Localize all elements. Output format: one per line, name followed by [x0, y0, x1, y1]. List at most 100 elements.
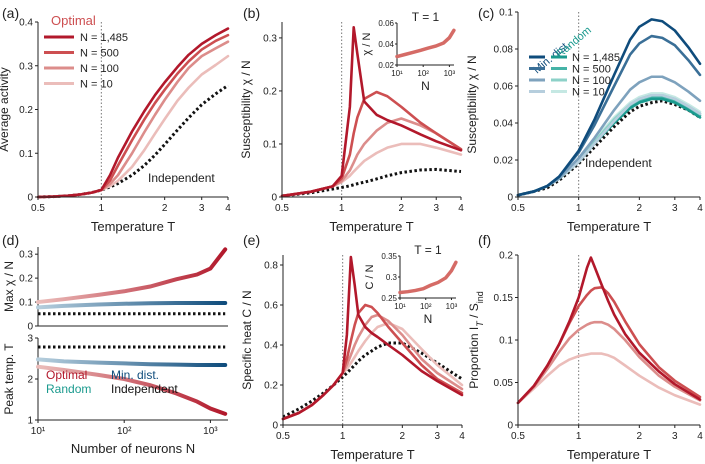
x-tick-label: 1 — [339, 203, 345, 214]
y-tick-label: 2 — [27, 375, 33, 386]
inset-y-tick-label: 0.04 — [378, 40, 394, 49]
panel-label: (c) — [478, 5, 494, 21]
inset-x-tick-label: 10³ — [446, 302, 458, 311]
y-tick-label: 0.1 — [263, 139, 277, 150]
independent-annotation: Independent — [585, 156, 652, 170]
x-tick-label: 10¹ — [31, 426, 46, 437]
y-axis-label: Susceptibility χ / N — [239, 60, 253, 158]
x-axis-label: Temperature T — [567, 447, 651, 462]
y-tick-label: 0.05 — [494, 378, 514, 389]
inset-x-tick-label: 10³ — [444, 69, 456, 78]
y-tick-label: 0.1 — [499, 8, 513, 19]
x-tick-label: 0.5 — [31, 203, 45, 214]
y-tick-label: 0.8 — [264, 261, 278, 272]
inset-y-tick-label: 0.3 — [386, 273, 398, 282]
y-tick-label: 3 — [27, 334, 33, 345]
x-tick-label: 10³ — [203, 426, 218, 437]
series-line — [516, 92, 702, 197]
x-tick-label: 3 — [434, 431, 440, 442]
x-axis-label: Temperature T — [329, 219, 413, 234]
x-tick-label: 2 — [162, 203, 168, 214]
y-tick-label: 0.1 — [499, 336, 513, 347]
series-line — [281, 255, 464, 421]
series-line — [516, 320, 702, 405]
y-axis-label: Peak temp. T — [2, 343, 16, 415]
legend-label: N = 500 — [80, 48, 119, 60]
inset-y-tick-label: 0.25 — [381, 294, 397, 303]
x-tick-label: 0.5 — [511, 203, 525, 214]
legend-label: N = 500 — [572, 64, 611, 76]
x-tick-label: 2 — [637, 431, 643, 442]
y-tick-label: 0.02 — [494, 156, 514, 167]
y-tick-label: 0.15 — [494, 293, 514, 304]
series-line — [37, 84, 229, 199]
panel-c: 0 0.02 0.04 0.06 0.08 0.1 0.5 1 2 3 4 (c) Temperatur… — [465, 5, 703, 234]
y-tick-label: 0.1 — [19, 149, 33, 160]
x-axis-label: Temperature T — [567, 219, 651, 234]
inset-x-tick-label: 10² — [417, 69, 429, 78]
inset-x-tick-label: 10¹ — [394, 302, 406, 311]
y-tick-label: 0 — [271, 193, 277, 204]
series-line — [516, 93, 702, 197]
y-tick-label: 0.04 — [494, 119, 514, 130]
series-line — [36, 357, 228, 368]
y-tick-label: 0.1 — [19, 298, 33, 309]
legend-title: Optimal — [51, 13, 96, 28]
legend-label: N = 10 — [80, 79, 113, 91]
inset-y-tick-label: 0.02 — [378, 61, 394, 70]
inset-y-label: C / N — [364, 264, 376, 289]
panel-label: (d) — [2, 232, 19, 248]
y-tick-label: 0.2 — [263, 86, 277, 97]
x-tick-label: 1 — [99, 203, 105, 214]
panel-label: (a) — [2, 5, 19, 21]
inset-y-tick-label: 0.06 — [378, 19, 394, 28]
y-tick-label: 0.3 — [19, 61, 33, 72]
y-tick-label: 0.06 — [494, 82, 514, 93]
subplot-d-2: 1 2 3 Peak temp. T — [2, 334, 228, 427]
inset-y-tick-label: 0.35 — [381, 252, 397, 261]
inset-x-label: N — [424, 312, 433, 326]
x-tick-label: 4 — [697, 203, 703, 214]
series-line — [36, 364, 228, 416]
series-line — [282, 341, 463, 419]
y-tick-label: 0 — [507, 193, 513, 204]
series-line — [516, 18, 702, 197]
x-tick-label: 2 — [637, 203, 643, 214]
x-tick-label: 0.5 — [276, 431, 290, 442]
panel-b: 0 0.1 0.2 0.3 0.5 1 2 3 4 (b) Temperature T Suscept… — [239, 5, 464, 234]
series-line — [516, 352, 702, 406]
x-tick-label: 3 — [672, 203, 678, 214]
x-tick-label: 4 — [458, 203, 464, 214]
y-tick-label: 0.3 — [263, 33, 277, 44]
series-line — [280, 26, 463, 198]
legend-mindist: Min. dist. — [111, 368, 159, 382]
y-tick-label: 1 — [27, 416, 33, 427]
y-axis-label: Max χ / N — [2, 261, 16, 312]
y-axis-label: Proportion IT / Sind — [467, 291, 485, 389]
x-axis-label: Temperature T — [91, 219, 175, 234]
x-axis-label: Number of neurons N — [71, 441, 195, 456]
panel-label: (b) — [243, 5, 260, 21]
y-axis-label: Specific heat C / N — [240, 290, 254, 389]
legend-label: N = 10 — [572, 87, 605, 99]
panel-f: 0 0.05 0.1 0.15 0.2 0.5 1 2 3 4 (f) Temperature T Pr… — [467, 232, 703, 462]
y-axis-label: Average activity — [0, 67, 11, 152]
inset-line — [398, 260, 458, 295]
series-line — [516, 95, 702, 197]
x-axis-label: Temperature T — [330, 447, 414, 462]
y-tick-label: 0.3 — [19, 250, 33, 261]
inset-x-tick-label: 10² — [420, 302, 432, 311]
x-tick-label: 1 — [576, 431, 582, 442]
y-tick-label: 0 — [27, 193, 33, 204]
legend-label: N = 100 — [80, 63, 119, 75]
y-tick-label: 0 — [507, 421, 513, 432]
x-tick-label: 2 — [399, 203, 405, 214]
x-tick-label: 10² — [117, 426, 132, 437]
y-tick-label: 0.08 — [494, 45, 514, 56]
y-tick-label: 0.2 — [499, 251, 513, 262]
legend-label: N = 1,485 — [572, 52, 620, 64]
series-line — [36, 27, 230, 199]
y-tick-label: 0 — [27, 322, 33, 333]
